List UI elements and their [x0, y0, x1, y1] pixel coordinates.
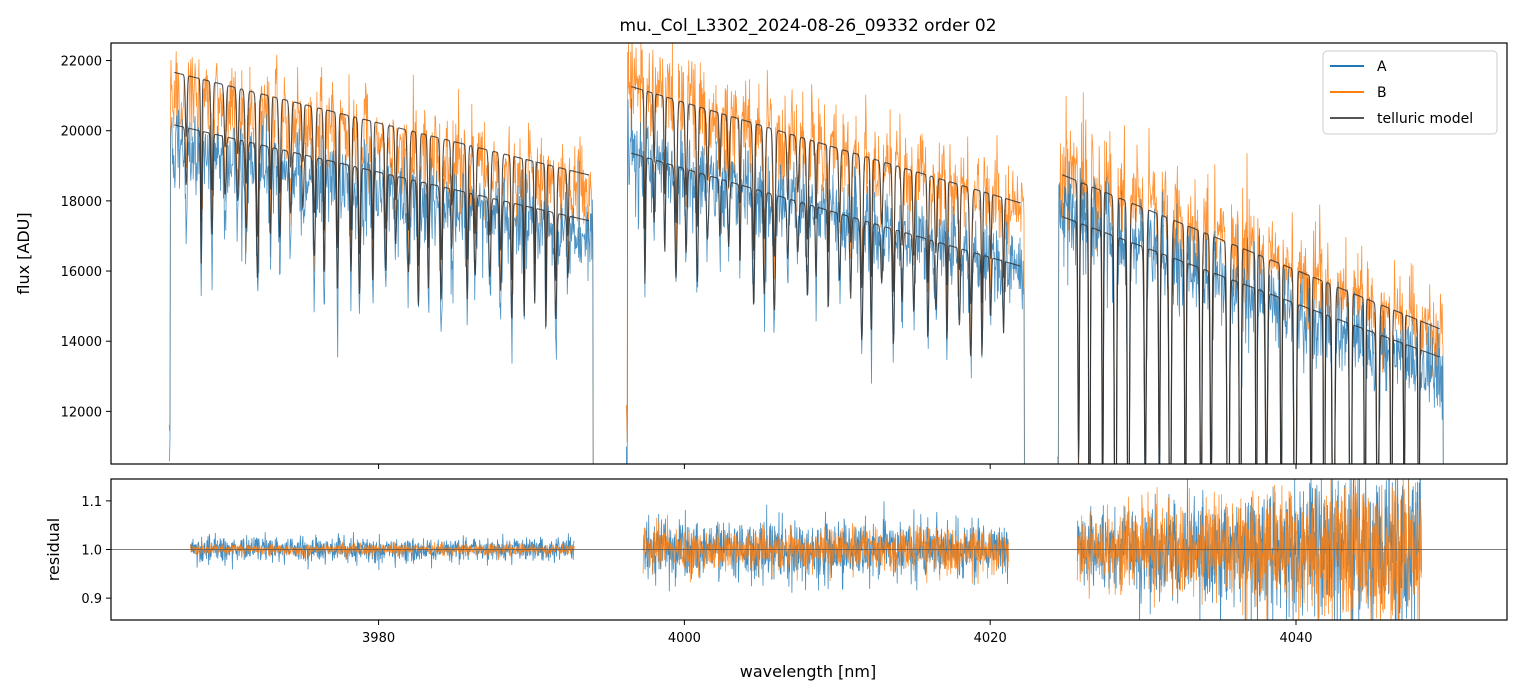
telluric-model-b-segment-0	[174, 71, 590, 290]
residual-x-tick-label: 4020	[974, 631, 1007, 646]
flux-y-axis-label: flux [ADU]	[14, 212, 33, 294]
series-a-segment-2	[1057, 161, 1444, 464]
telluric-model-a-segment-2	[1062, 216, 1440, 464]
telluric-model-b-segment-1	[631, 86, 1021, 305]
residual-x-tick-label: 4040	[1279, 631, 1312, 646]
legend-label-model: telluric model	[1377, 111, 1473, 127]
flux-y-tick-label: 16000	[61, 265, 102, 280]
residual-b-segment-2	[1076, 479, 1422, 620]
residual-x-ticks: 3980 4000 4020 4040	[362, 620, 1313, 646]
residual-panel: 0.9 1.0 1.1 3980 4000 4020 4040 residual wave…	[44, 478, 1508, 681]
flux-y-tick-label: 18000	[61, 195, 102, 210]
residual-b-segment-1	[642, 514, 1009, 585]
residual-data-layer	[111, 479, 1507, 620]
residual-y-ticks: 0.9 1.0 1.1	[81, 495, 111, 607]
chart-title: mu._Col_L3302_2024-08-26_09332 order 02	[619, 16, 996, 36]
residual-x-tick-label: 3980	[362, 631, 395, 646]
residual-y-tick-label: 1.0	[81, 544, 102, 559]
flux-y-tick-label: 22000	[61, 55, 102, 70]
flux-data-layer	[168, 43, 1444, 464]
legend: A B telluric model	[1322, 50, 1498, 135]
flux-x-ticks	[378, 464, 1297, 469]
flux-axes-frame	[110, 42, 1508, 465]
x-axis-label: wavelength [nm]	[740, 662, 877, 681]
flux-panel: 12000 14000 16000 18000 20000 22000 flux [ADU…	[14, 42, 1508, 469]
residual-b-segment-0	[190, 540, 575, 561]
flux-y-ticks: 12000 14000 16000 18000 20000 22000	[61, 55, 111, 420]
telluric-model-a-segment-0	[174, 124, 590, 327]
flux-y-tick-label: 14000	[61, 335, 102, 350]
residual-y-tick-label: 1.1	[81, 495, 102, 510]
residual-y-axis-label: residual	[44, 518, 63, 581]
legend-box	[1322, 50, 1498, 135]
residual-y-tick-label: 0.9	[81, 592, 102, 607]
residual-x-tick-label: 4000	[668, 631, 701, 646]
legend-label-b: B	[1377, 85, 1387, 101]
telluric-model-a-segment-1	[631, 152, 1021, 357]
flux-y-tick-label: 20000	[61, 125, 102, 140]
flux-y-tick-label: 12000	[61, 405, 102, 420]
legend-label-a: A	[1377, 59, 1387, 75]
